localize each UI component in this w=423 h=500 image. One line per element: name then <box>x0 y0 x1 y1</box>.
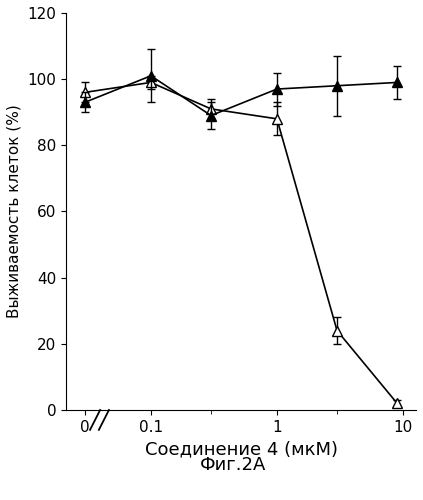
Y-axis label: Выживаемость клеток (%): Выживаемость клеток (%) <box>7 104 22 318</box>
X-axis label: Соединение 4 (мкМ): Соединение 4 (мкМ) <box>145 440 338 458</box>
Text: Фиг.2А: Фиг.2А <box>200 456 266 474</box>
